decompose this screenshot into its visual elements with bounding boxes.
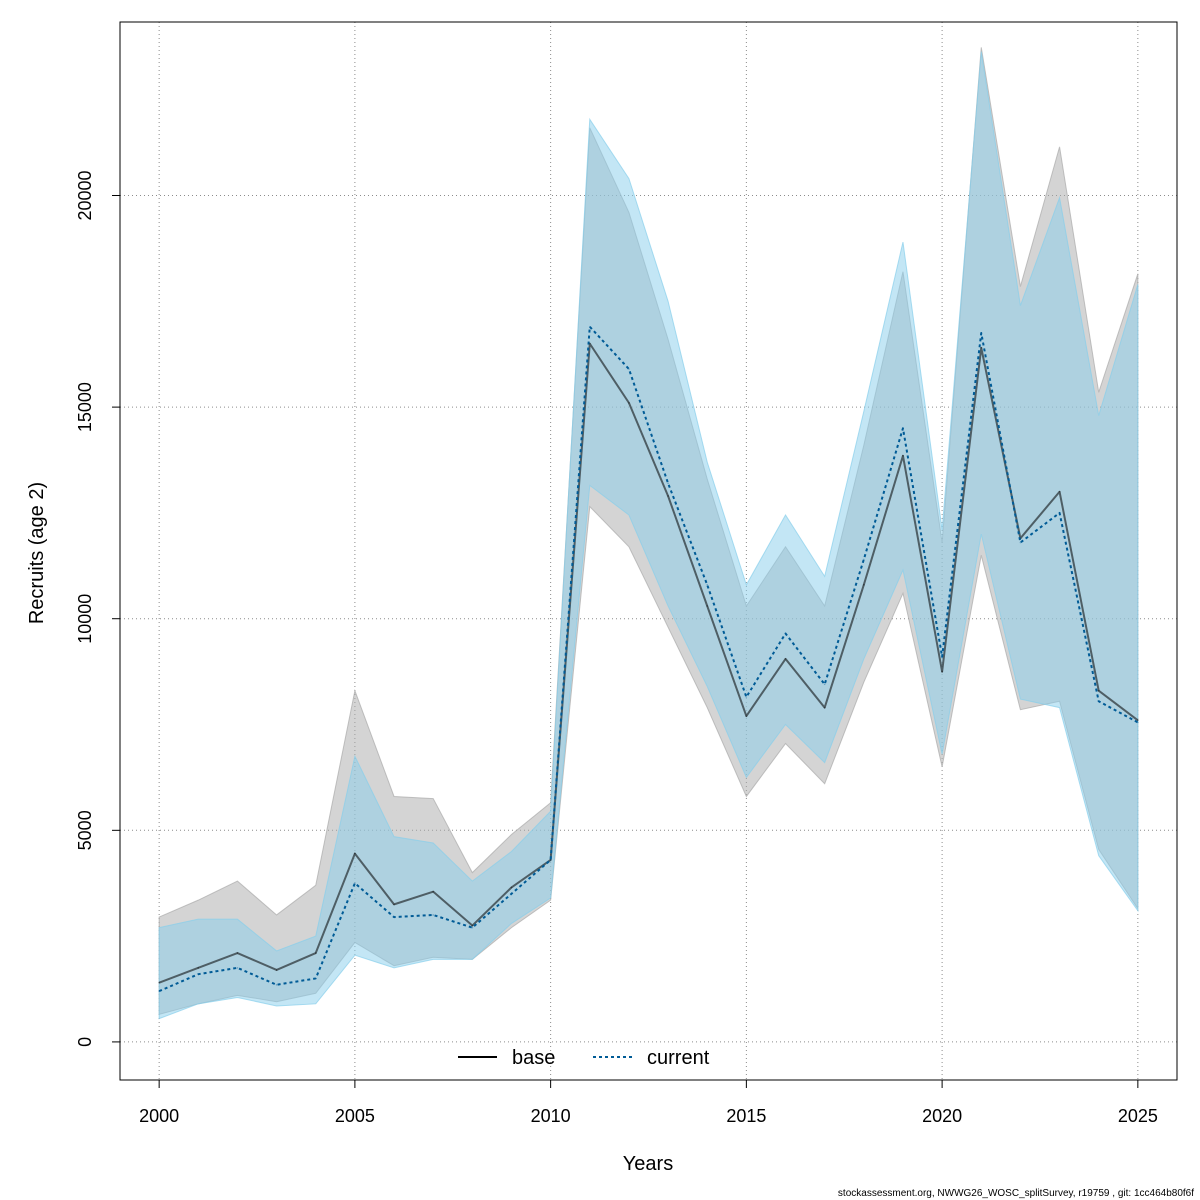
point-base-2018 xyxy=(863,584,865,586)
point-current-2017 xyxy=(823,683,826,686)
point-current-2013 xyxy=(667,482,669,485)
line-base xyxy=(158,342,1139,984)
y-tick-label-0: 0 xyxy=(75,1037,95,1047)
point-base-2000 xyxy=(158,981,160,984)
point-current-2012 xyxy=(628,368,630,370)
point-current-2014 xyxy=(706,584,709,586)
y-tick-label-20000: 20000 xyxy=(75,170,95,220)
point-base-2020 xyxy=(941,670,943,673)
point-base-2009 xyxy=(510,886,513,889)
point-base-2012 xyxy=(628,402,630,404)
point-base-2016 xyxy=(784,658,787,660)
y-tick-label-10000: 10000 xyxy=(75,594,95,644)
point-base-2017 xyxy=(823,706,826,709)
y-tick-label-5000: 5000 xyxy=(75,810,95,850)
point-base-2025 xyxy=(1137,719,1139,722)
x-tick-label-2000: 2000 xyxy=(139,1106,179,1126)
point-current-2020 xyxy=(941,656,943,658)
point-base-2015 xyxy=(745,715,748,717)
point-current-2015 xyxy=(745,696,748,698)
x-axis: 2000 2005 2010 2015 2020 2025 xyxy=(139,1079,1158,1126)
x-tick-label-2005: 2005 xyxy=(335,1106,375,1126)
point-base-2003 xyxy=(275,969,278,971)
point-current-2019 xyxy=(902,427,904,430)
y-axis: 0 5000 10000 15000 20000 xyxy=(75,170,121,1047)
point-base-2013 xyxy=(667,495,669,497)
point-current-2022 xyxy=(1019,541,1022,544)
y-axis-title: Recruits (age 2) xyxy=(26,482,48,624)
point-current-2007 xyxy=(432,914,434,916)
band-current xyxy=(158,51,1139,1020)
point-current-2003 xyxy=(275,983,278,986)
point-base-2001 xyxy=(197,967,200,969)
point-current-2010 xyxy=(549,859,552,861)
point-current-2023 xyxy=(1058,512,1061,514)
legend: base current xyxy=(458,1047,710,1069)
point-current-2008 xyxy=(471,926,474,929)
point-base-2002 xyxy=(236,952,239,954)
point-current-2004 xyxy=(314,977,317,980)
point-base-2006 xyxy=(393,903,395,906)
point-current-2006 xyxy=(393,916,395,918)
point-current-2011 xyxy=(588,325,591,328)
series-lines xyxy=(158,325,1139,993)
y-tick-label-15000: 15000 xyxy=(75,382,95,432)
point-base-2007 xyxy=(432,890,434,893)
footer-note: stockassessment.org, NWWG26_WOSC_splitSu… xyxy=(838,1188,1194,1199)
x-tick-label-2010: 2010 xyxy=(531,1106,571,1126)
x-tick-label-2015: 2015 xyxy=(726,1106,766,1126)
x-axis-title: Years xyxy=(623,1153,673,1175)
point-base-2005 xyxy=(354,852,356,855)
point-current-2005 xyxy=(354,882,356,885)
line-current xyxy=(158,325,1139,993)
point-current-2009 xyxy=(510,892,513,895)
point-current-2001 xyxy=(197,973,200,975)
legend-label-current: current xyxy=(647,1047,710,1069)
point-current-2000 xyxy=(158,990,160,992)
x-tick-label-2025: 2025 xyxy=(1118,1106,1158,1126)
confidence-bands xyxy=(158,47,1139,1020)
point-current-2021 xyxy=(980,332,983,334)
point-base-2004 xyxy=(314,952,317,954)
point-current-2025 xyxy=(1137,721,1139,724)
point-current-2018 xyxy=(863,558,865,561)
legend-label-base: base xyxy=(512,1047,555,1069)
point-current-2024 xyxy=(1097,700,1100,703)
point-base-2014 xyxy=(706,605,709,607)
point-base-2024 xyxy=(1097,689,1100,692)
point-base-2021 xyxy=(980,347,983,349)
point-base-2010 xyxy=(549,859,552,861)
point-base-2008 xyxy=(471,924,474,927)
point-base-2019 xyxy=(902,454,904,457)
point-current-2002 xyxy=(236,967,239,969)
point-current-2016 xyxy=(784,632,787,635)
x-tick-label-2020: 2020 xyxy=(922,1106,962,1126)
point-base-2023 xyxy=(1058,490,1061,493)
